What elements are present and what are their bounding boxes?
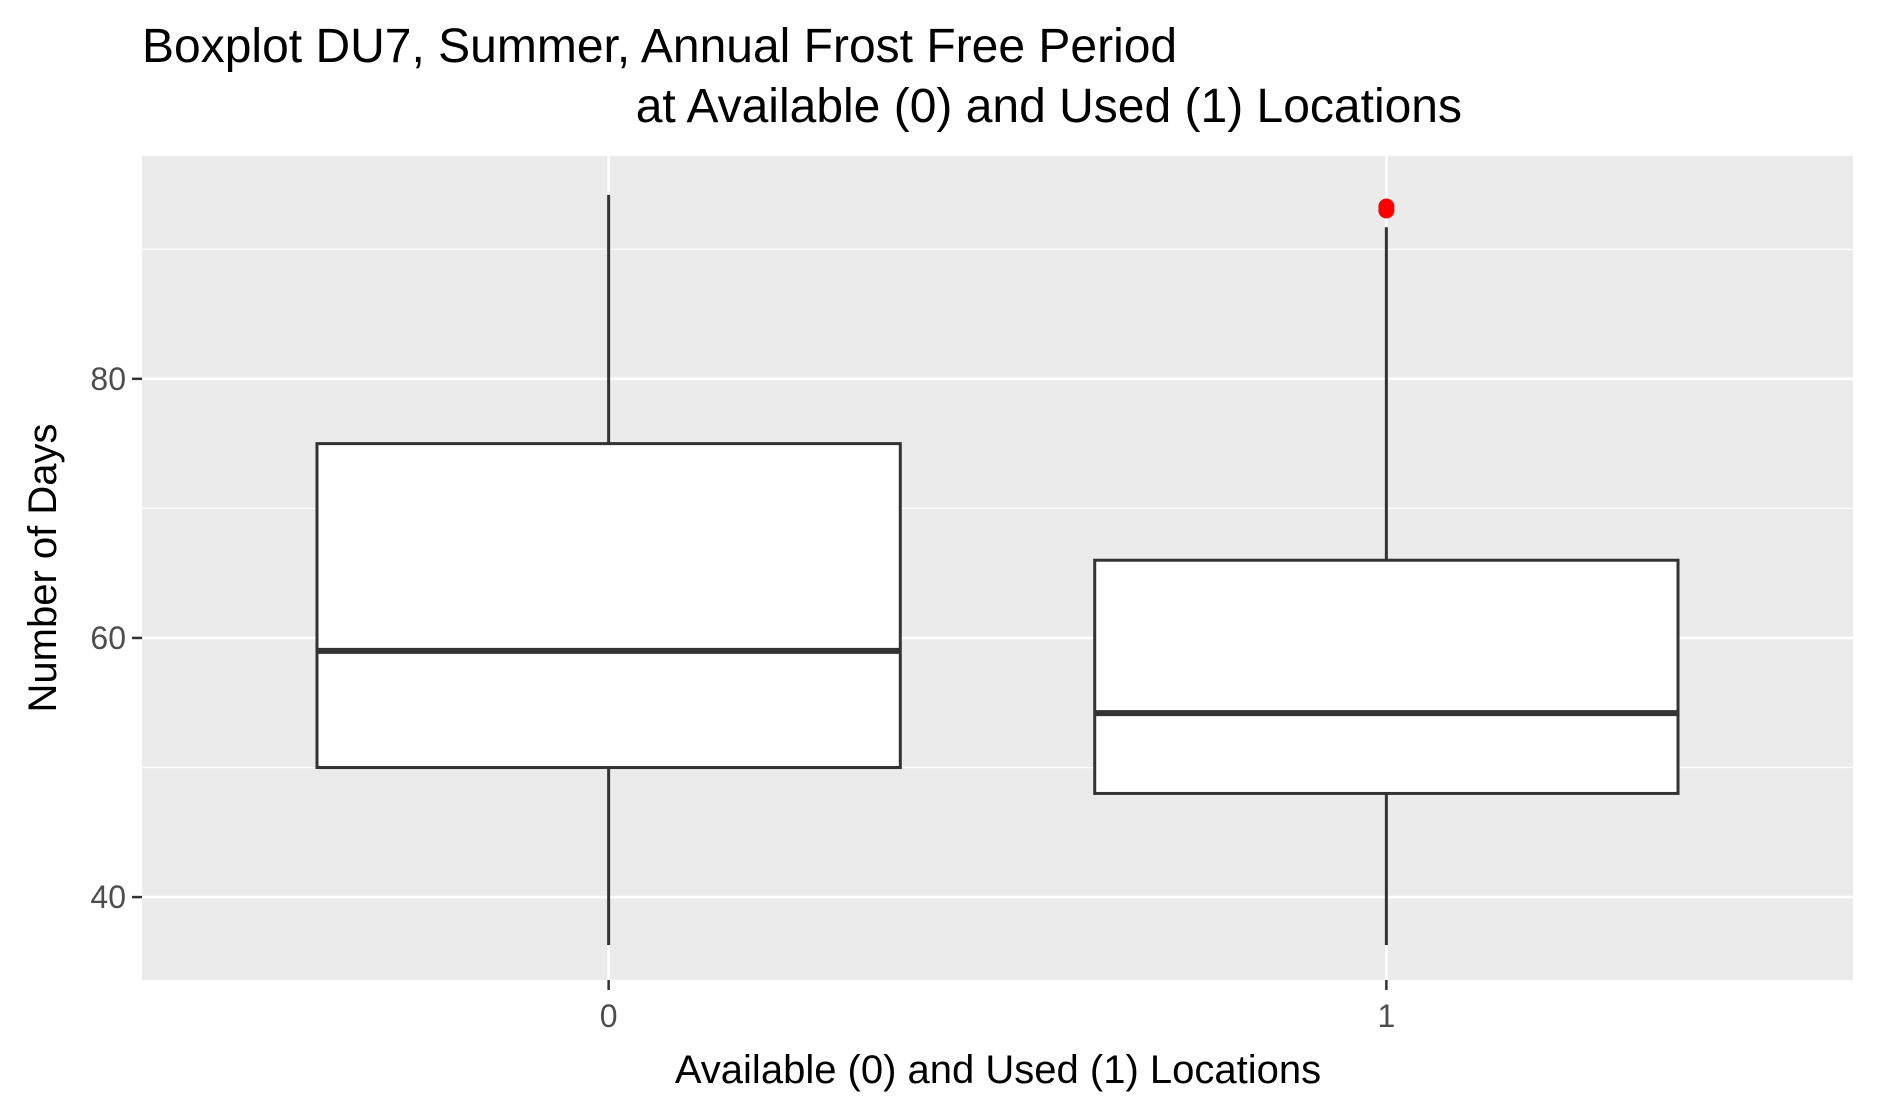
box-iqr	[315, 442, 902, 770]
y-tick-label: 80	[90, 361, 126, 397]
y-tick-label: 40	[90, 879, 126, 915]
outlier-point	[1378, 202, 1395, 219]
box-layer	[315, 194, 1680, 946]
y-tick-label: 60	[90, 620, 126, 656]
chart-title-line-2: at Available (0) and Used (1) Locations	[636, 80, 1462, 133]
box-iqr	[1093, 558, 1680, 795]
chart-title-line-1: Boxplot DU7, Summer, Annual Frost Free P…	[142, 20, 1177, 73]
x-tick-label: 1	[1377, 998, 1395, 1034]
y-axis-title: Number of Days	[21, 424, 65, 713]
axis-layer: 40 60 80 0 1	[90, 361, 1395, 1034]
x-tick-label: 0	[600, 998, 618, 1034]
x-axis-title: Available (0) and Used (1) Locations	[675, 1048, 1321, 1092]
